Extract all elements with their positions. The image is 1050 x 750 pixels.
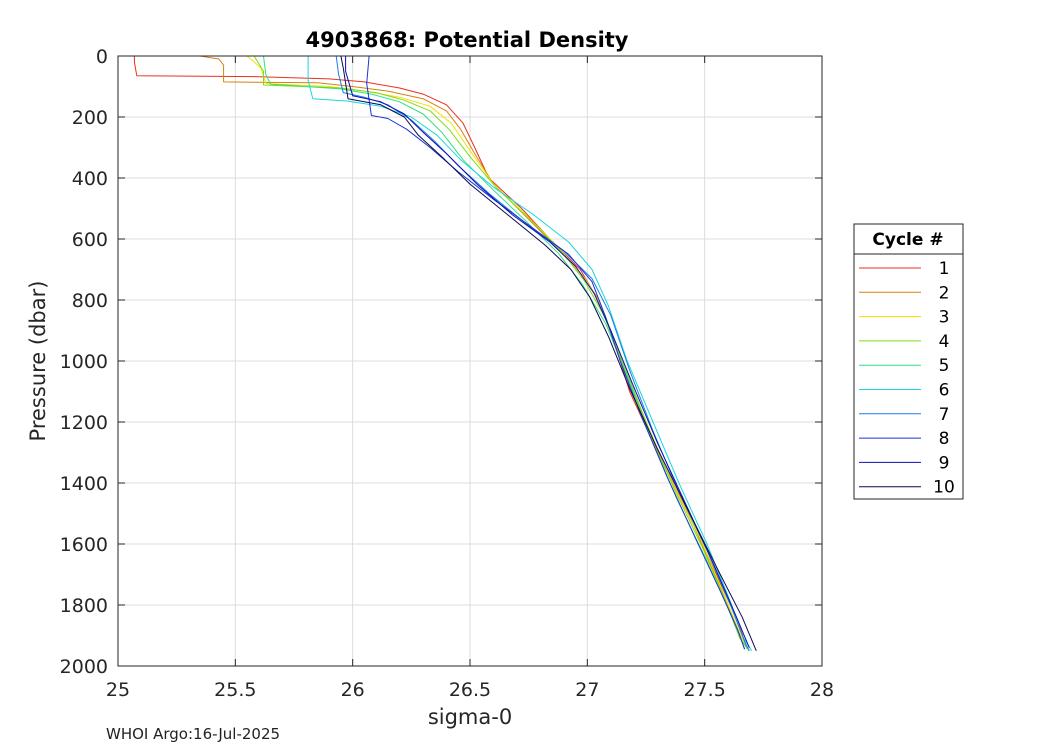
legend-label: 8 xyxy=(939,429,950,449)
series-line-cycle-8 xyxy=(366,55,746,650)
y-tick-label: 1400 xyxy=(60,473,108,495)
x-tick-label: 26 xyxy=(341,679,365,701)
legend-label: 7 xyxy=(939,405,950,425)
legend-label: 9 xyxy=(939,453,950,473)
legend-entries: 1 2 3 4 5 6 7 8 9 10 xyxy=(859,259,955,498)
legend-label: 2 xyxy=(939,283,950,303)
legend-title: Cycle # xyxy=(872,230,943,250)
y-tick-label: 400 xyxy=(72,168,108,190)
y-tick-label: 1800 xyxy=(60,595,108,617)
y-tick-label: 2000 xyxy=(60,656,108,678)
y-tick-label: 200 xyxy=(72,107,108,129)
x-tick-label: 25 xyxy=(106,679,130,701)
legend-label: 6 xyxy=(939,381,950,401)
y-axis-ticks: 0 200 400 600 800 1000 1200 1400 1600 1800 2000 xyxy=(60,46,822,678)
credit-text: WHOI Argo:16-Jul-2025 xyxy=(106,725,281,743)
legend: Cycle # 1 2 3 4 5 6 7 8 9 10 xyxy=(853,223,964,500)
y-tick-label: 1000 xyxy=(60,351,108,373)
series-line-cycle-9 xyxy=(345,56,750,648)
y-tick-label: 1600 xyxy=(60,534,108,556)
y-tick-label: 1200 xyxy=(60,412,108,434)
y-tick-label: 600 xyxy=(72,229,108,251)
legend-label: 5 xyxy=(939,356,950,376)
y-tick-label: 800 xyxy=(72,290,108,312)
y-axis-label: Pressure (dbar) xyxy=(26,281,50,442)
chart-title: 4903868: Potential Density xyxy=(305,28,628,52)
x-tick-label: 27 xyxy=(575,679,599,701)
series-line-cycle-10 xyxy=(340,55,757,651)
x-tick-label: 27.5 xyxy=(684,679,726,701)
legend-label: 4 xyxy=(939,332,950,352)
x-axis-ticks: 25 25.5 26 26.5 27 27.5 28 xyxy=(106,56,834,701)
legend-box xyxy=(853,223,964,500)
series-line-cycle-6 xyxy=(307,56,753,652)
x-tick-label: 26.5 xyxy=(449,679,491,701)
legend-label: 3 xyxy=(939,308,950,328)
series-line-cycle-4 xyxy=(253,55,750,652)
y-tick-label: 0 xyxy=(96,46,108,68)
x-axis-label: sigma-0 xyxy=(428,705,512,729)
legend-label: 10 xyxy=(933,478,955,498)
data-series xyxy=(133,55,757,652)
x-tick-label: 25.5 xyxy=(214,679,256,701)
legend-label: 1 xyxy=(939,259,950,279)
x-tick-label: 28 xyxy=(810,679,834,701)
